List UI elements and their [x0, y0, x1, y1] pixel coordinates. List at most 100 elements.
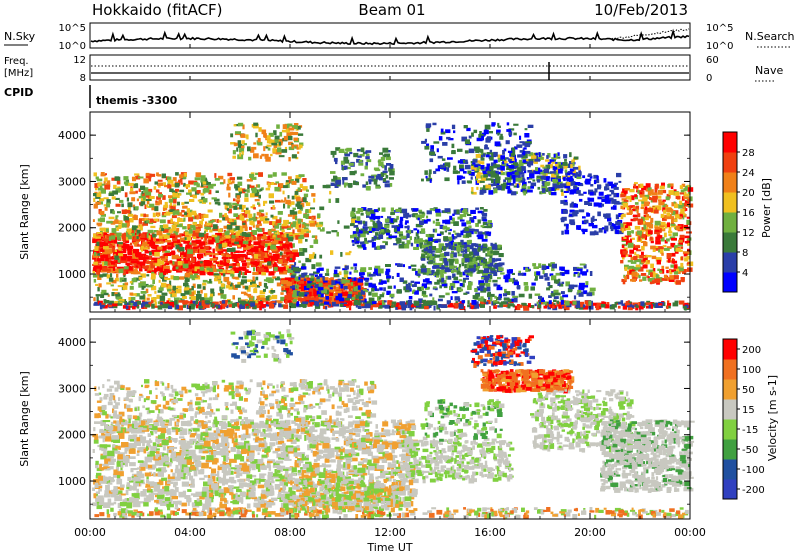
- heatmap-cell: [385, 305, 390, 309]
- heatmap-cell: [565, 301, 570, 306]
- heatmap-cell: [579, 293, 584, 297]
- heatmap-cell: [95, 202, 101, 205]
- heatmap-cell: [193, 195, 197, 198]
- heatmap-cell: [257, 212, 261, 216]
- heatmap-cell: [532, 263, 536, 266]
- heatmap-cell: [566, 182, 571, 186]
- heatmap-cell: [322, 227, 325, 231]
- heatmap-cell: [467, 171, 471, 174]
- heatmap-cell: [436, 270, 440, 274]
- heatmap-cell: [443, 236, 448, 241]
- heatmap-cell: [222, 217, 225, 220]
- heatmap-cell: [439, 136, 443, 140]
- heatmap-cell: [413, 208, 419, 211]
- heatmap-cell: [253, 262, 260, 265]
- heatmap-cell: [464, 264, 467, 268]
- heatmap-cell: [258, 195, 261, 199]
- heatmap-cell: [564, 186, 570, 189]
- heatmap-cell: [164, 213, 167, 215]
- heatmap-cell: [169, 199, 174, 203]
- heatmap-cell: [426, 176, 428, 179]
- heatmap-cell: [252, 189, 257, 193]
- heatmap-cell: [541, 300, 545, 302]
- heatmap-cell: [314, 239, 319, 244]
- heatmap-cell: [489, 258, 492, 263]
- heatmap-cell: [580, 264, 586, 266]
- heatmap-cell: [332, 302, 336, 307]
- heatmap-cell: [519, 160, 522, 163]
- heatmap-cell: [236, 238, 242, 241]
- heatmap-cell: [298, 219, 302, 224]
- heatmap-cell: [147, 294, 151, 297]
- heatmap-cell: [287, 228, 291, 230]
- heatmap-cell: [421, 179, 424, 182]
- heatmap-cell: [240, 304, 242, 309]
- heatmap-cell: [118, 247, 121, 251]
- heatmap-cell: [210, 268, 213, 272]
- heatmap-cell: [455, 296, 460, 300]
- heatmap-cell: [111, 235, 116, 239]
- heatmap-cell: [331, 290, 334, 293]
- heatmap-cell: [405, 222, 407, 224]
- heatmap-cell: [124, 266, 129, 269]
- heatmap-cell: [354, 300, 358, 303]
- heatmap-cell: [397, 289, 402, 294]
- heatmap-cell: [464, 270, 470, 273]
- heatmap-cell: [259, 282, 262, 286]
- heatmap-cell: [106, 203, 110, 208]
- heatmap-cell: [572, 301, 576, 305]
- heatmap-cell: [318, 227, 321, 229]
- heatmap-cell: [459, 165, 464, 170]
- heatmap-cell: [489, 131, 493, 133]
- heatmap-cell: [444, 177, 449, 181]
- heatmap-cell: [590, 271, 593, 276]
- heatmap-cell: [97, 253, 100, 256]
- heatmap-cell: [261, 236, 267, 239]
- heatmap-cell: [123, 176, 128, 180]
- heatmap-cell: [139, 219, 142, 224]
- heatmap-cell: [429, 258, 433, 260]
- heatmap-cell: [147, 285, 153, 287]
- heatmap-cell: [278, 259, 283, 264]
- heatmap-cell: [278, 211, 283, 215]
- heatmap-cell: [157, 183, 163, 187]
- heatmap-cell: [226, 255, 231, 258]
- heatmap-cell: [191, 296, 196, 300]
- heatmap-cell: [506, 274, 511, 279]
- heatmap-cell: [206, 223, 211, 226]
- heatmap-cell: [351, 282, 353, 286]
- heatmap-cell: [495, 305, 498, 307]
- heatmap-cell: [421, 215, 425, 218]
- heatmap-cell: [264, 283, 267, 288]
- heatmap-cell: [506, 140, 510, 144]
- heatmap-cell: [247, 259, 251, 261]
- heatmap-cell: [429, 173, 431, 178]
- heatmap-cell: [317, 224, 323, 227]
- heatmap-cell: [214, 273, 220, 275]
- heatmap-cell: [169, 291, 171, 293]
- heatmap-cell: [187, 208, 190, 213]
- heatmap-cell: [97, 269, 100, 273]
- heatmap-cell: [519, 294, 525, 298]
- heatmap-cell: [152, 280, 155, 285]
- heatmap-cell: [527, 190, 533, 193]
- heatmap-cell: [365, 299, 367, 303]
- heatmap-cell: [507, 269, 513, 273]
- heatmap-cell: [165, 202, 168, 207]
- heatmap-cell: [378, 234, 383, 239]
- heatmap-cell: [365, 304, 371, 309]
- heatmap-cell: [112, 211, 115, 215]
- heatmap-cell: [242, 232, 247, 236]
- heatmap-cell: [642, 277, 646, 281]
- heatmap-cell: [481, 136, 484, 141]
- heatmap-cell: [491, 268, 495, 271]
- heatmap-cell: [273, 172, 277, 177]
- heatmap-cell: [402, 209, 407, 213]
- heatmap-cell: [474, 232, 477, 234]
- heatmap-cell: [129, 191, 135, 194]
- heatmap-cell: [558, 169, 563, 174]
- heatmap-cell: [487, 136, 491, 141]
- heatmap-cell: [137, 230, 141, 234]
- heatmap-cell: [264, 266, 268, 269]
- heatmap-cell: [250, 193, 255, 197]
